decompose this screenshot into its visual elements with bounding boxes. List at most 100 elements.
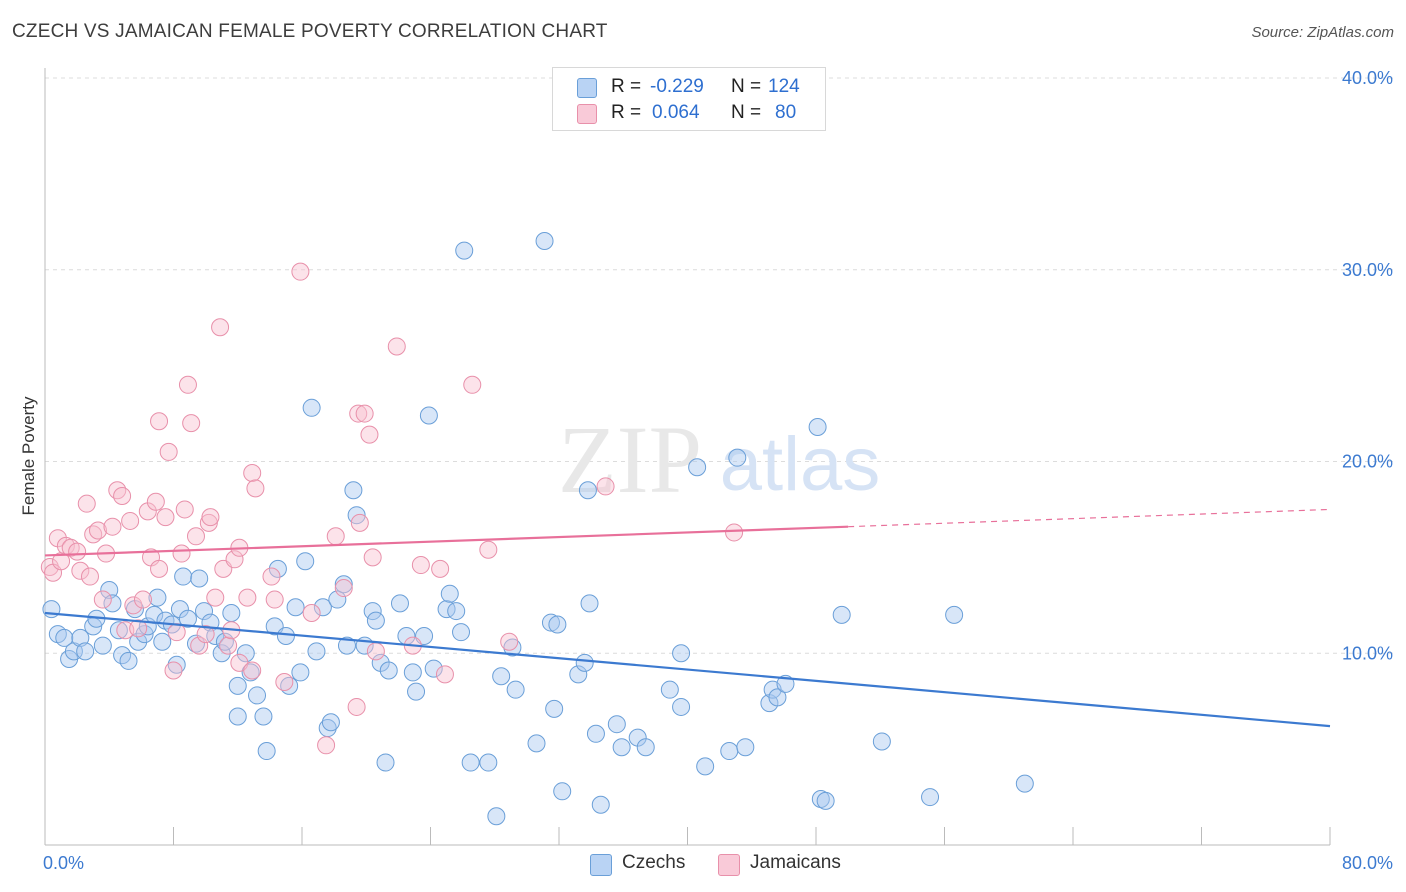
jamaican-point	[108, 481, 127, 500]
legend-n-value: 80	[775, 102, 797, 123]
czech-point	[379, 661, 398, 680]
jamaican-point	[164, 661, 183, 680]
czech-point	[487, 807, 506, 826]
jamaican-point	[146, 492, 165, 511]
czech-point	[390, 594, 409, 613]
czech-point	[636, 738, 655, 757]
czech-point	[321, 713, 340, 732]
czech-point	[808, 417, 827, 436]
jamaican-point	[219, 636, 238, 655]
czech-point	[816, 791, 835, 810]
jamaican-point	[291, 262, 310, 281]
czech-point	[728, 448, 747, 467]
bottom-legend-label: Czechs	[622, 852, 686, 873]
x-tick-label: 80.0%	[1342, 853, 1393, 873]
czech-point	[527, 734, 546, 753]
czech-point	[921, 788, 940, 807]
jamaican-point	[246, 479, 265, 498]
czech-point	[720, 742, 739, 761]
jamaican-point	[211, 318, 230, 337]
jamaican-point	[360, 425, 379, 444]
czech-point	[580, 594, 599, 613]
jamaican-point	[347, 697, 366, 716]
czech-point	[55, 628, 74, 647]
legend: R = -0.229 N = 124 R = 0.064 N = 80	[552, 67, 826, 131]
chart-source: Source: ZipAtlas.com	[1251, 24, 1394, 41]
legend-r-label: R =	[611, 102, 642, 123]
jamaican-point	[150, 412, 169, 431]
czech-point	[424, 659, 443, 678]
jamaican-point	[68, 542, 87, 561]
czech-point	[296, 552, 315, 571]
czech-point	[586, 724, 605, 743]
czech-point	[575, 653, 594, 672]
jamaicans-trend-line	[44, 525, 849, 557]
legend-r-label: R =	[611, 76, 642, 97]
jamaican-point	[196, 625, 215, 644]
czech-point	[363, 602, 382, 621]
czech-point	[492, 667, 511, 686]
watermark-atlas: atlas	[720, 422, 881, 507]
czech-point	[376, 753, 395, 772]
y-tick-label: 40.0%	[1342, 68, 1393, 88]
jamaican-point	[463, 375, 482, 394]
jamaican-point	[243, 464, 262, 483]
czech-point	[672, 644, 691, 663]
jamaican-point	[366, 642, 385, 661]
jamaican-point	[113, 487, 132, 506]
x-tick-labels: 0.0% 80.0%	[43, 853, 1393, 873]
jamaican-point	[80, 567, 99, 586]
czech-point	[696, 757, 715, 776]
jamaican-point	[238, 588, 257, 607]
y-tick-label: 20.0%	[1342, 452, 1393, 472]
jamaican-point	[201, 508, 220, 527]
czech-point	[129, 632, 148, 651]
jamaican-point	[387, 337, 406, 356]
czech-point	[268, 559, 287, 578]
jamaicans-points	[40, 262, 744, 755]
czech-point	[334, 575, 353, 594]
czech-point	[212, 644, 231, 663]
czech-point	[76, 642, 95, 661]
czech-point	[307, 642, 326, 661]
czech-point	[660, 680, 679, 699]
czech-point	[553, 782, 572, 801]
jamaican-point	[326, 527, 345, 546]
bottom-legend-label: Jamaicans	[750, 852, 841, 873]
jamaican-point	[350, 513, 369, 532]
czech-point	[71, 628, 90, 647]
czech-point	[403, 663, 422, 682]
czech-point	[612, 738, 631, 757]
chart-title: CZECH VS JAMAICAN FEMALE POVERTY CORRELA…	[12, 21, 608, 42]
czech-point	[945, 605, 964, 624]
czech-point	[503, 638, 522, 657]
czech-point	[541, 613, 560, 632]
jamaican-point	[93, 590, 112, 609]
czech-point	[186, 634, 205, 653]
jamaican-point	[133, 590, 152, 609]
czech-point	[302, 398, 321, 417]
y-tick-label: 30.0%	[1342, 260, 1393, 280]
czech-point	[254, 707, 273, 726]
watermark: ZIP atlas	[558, 406, 880, 513]
czech-point	[535, 231, 554, 250]
czech-point	[591, 795, 610, 814]
czech-point	[100, 580, 119, 599]
czech-point	[569, 665, 588, 684]
jamaican-point	[431, 559, 450, 578]
legend-r-value: 0.064	[652, 102, 700, 123]
czech-point	[419, 406, 438, 425]
czech-point	[455, 241, 474, 260]
jamaican-point	[355, 404, 374, 423]
jamaican-point	[479, 540, 498, 559]
jamaican-point	[182, 414, 201, 433]
czech-point	[832, 605, 851, 624]
jamaican-point	[150, 559, 169, 578]
czech-point	[607, 715, 626, 734]
jamaican-point	[172, 544, 191, 563]
axes	[44, 68, 1331, 846]
jamaican-point	[435, 665, 454, 684]
czech-point	[119, 651, 138, 670]
jamaican-point	[262, 567, 281, 586]
